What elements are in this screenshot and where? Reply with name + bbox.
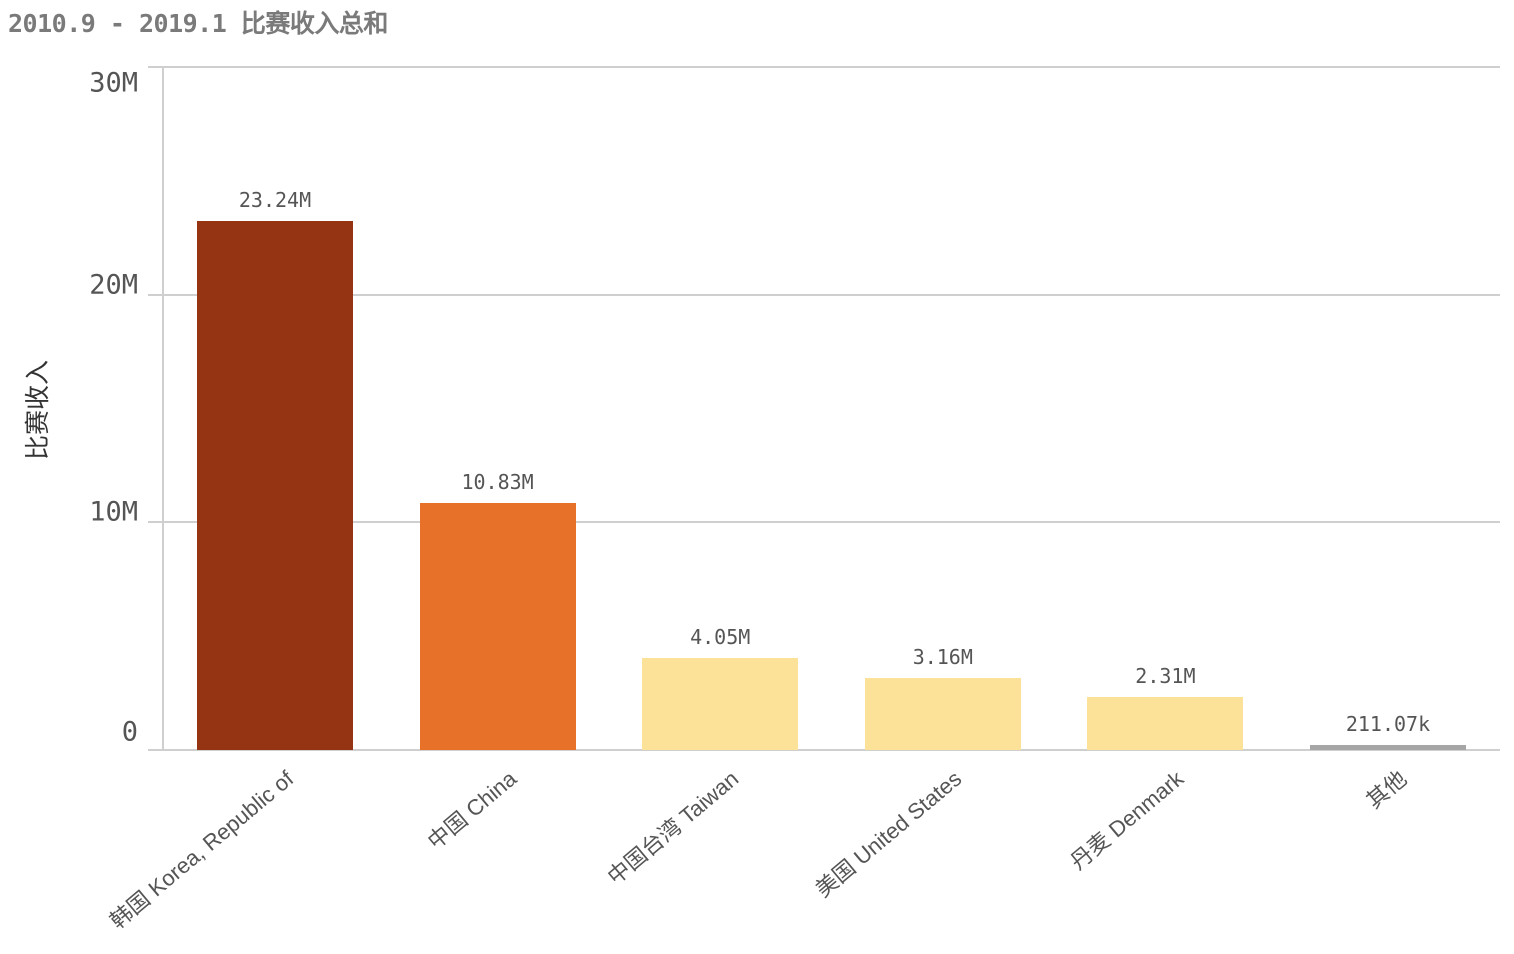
x-tick-label: 中国 China (422, 765, 521, 855)
chart-title: 2010.9 - 2019.1 比赛收入总和 (8, 9, 388, 38)
y-tick-label: 10M (89, 496, 138, 528)
y-tick-label: 20M (89, 269, 138, 301)
y-tick-label: 0 (121, 716, 138, 748)
bar-value-label: 10.83M (461, 470, 534, 495)
bar-value-label: 2.31M (1135, 664, 1196, 689)
gridline (148, 749, 1500, 751)
y-axis-line (162, 66, 164, 751)
y-tick-label: 30M (89, 67, 138, 99)
bar-value-label: 4.05M (690, 624, 751, 649)
bar-value-label: 211.07k (1345, 712, 1431, 736)
bar[interactable] (864, 678, 1021, 750)
bar[interactable] (642, 657, 799, 750)
bar[interactable] (197, 220, 353, 750)
bar[interactable] (1310, 745, 1466, 750)
x-tick-label: 美国 United States (810, 765, 967, 903)
bar[interactable] (419, 503, 576, 750)
gridline (148, 521, 1500, 524)
bar[interactable] (1087, 697, 1244, 750)
x-tick-label: 中国台湾 Taiwan (602, 765, 744, 890)
gridline (148, 66, 1500, 68)
x-tick-label: 其他 (1361, 765, 1412, 814)
y-axis-label: 比赛收入 (23, 359, 52, 461)
bar-value-label: 23.24M (238, 187, 312, 212)
x-tick-label: 韩国 Korea, Republic of (105, 765, 299, 934)
x-tick-label: 丹麦 Denmark (1065, 765, 1189, 875)
gridline (148, 293, 1500, 296)
bar-value-label: 3.16M (912, 645, 973, 670)
